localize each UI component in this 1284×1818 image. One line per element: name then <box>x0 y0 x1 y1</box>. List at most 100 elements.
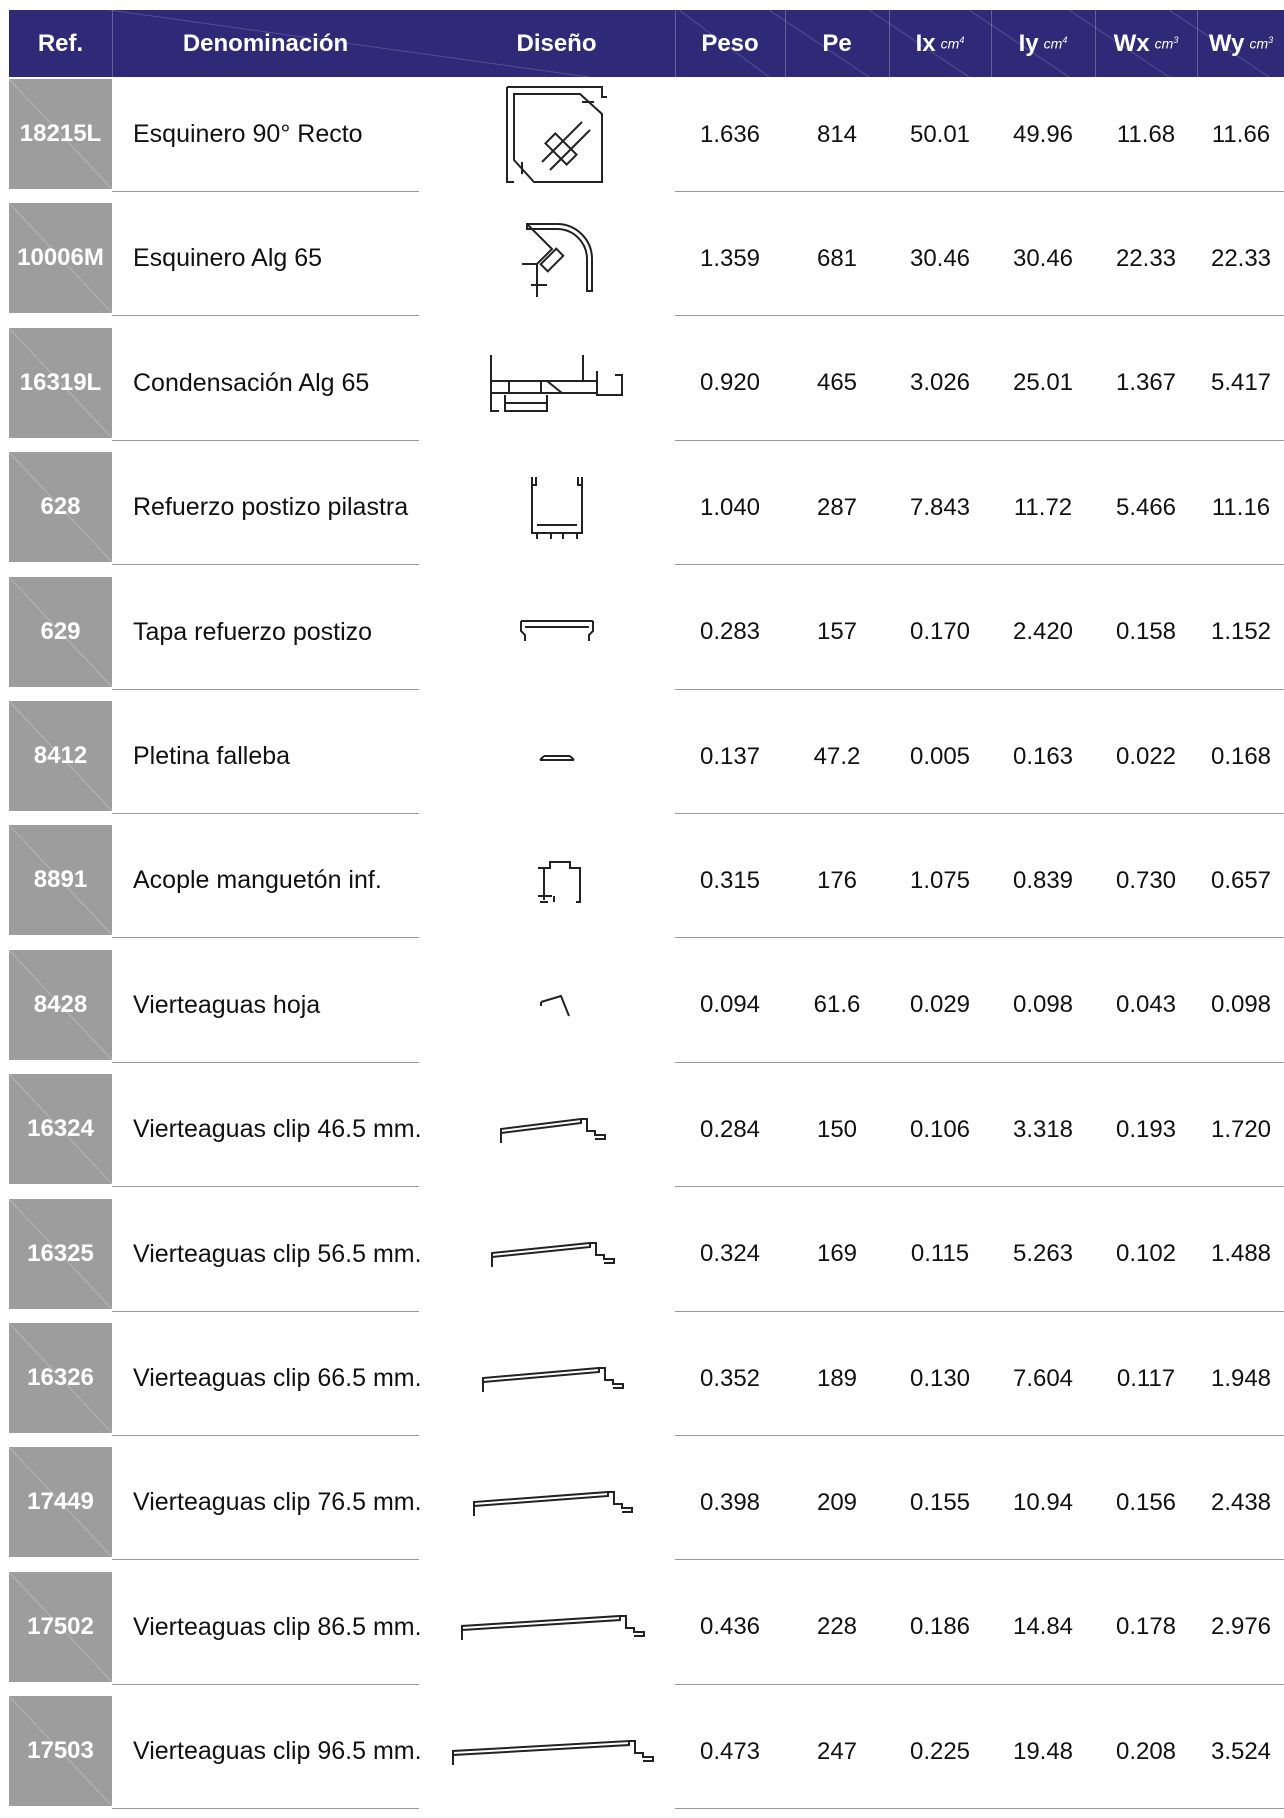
ref-code: 16326 <box>27 1364 94 1391</box>
table-row: 10006M Esquinero Alg 65 1.359 681 30.46 30.46… <box>9 201 1284 325</box>
iy-cell: 0.163 <box>1012 742 1074 770</box>
denominacion-cell: Esquinero 90° Recto <box>133 120 363 148</box>
pe-cell: 157 <box>816 618 858 646</box>
row-divider <box>675 1061 1284 1063</box>
ref-cell: 628 <box>9 452 112 563</box>
header-ref: Ref. <box>37 29 84 57</box>
wy-cell: 22.33 <box>1210 244 1272 272</box>
flat-bar-profile-icon <box>459 699 654 814</box>
wx-cell: 0.102 <box>1115 1240 1177 1268</box>
iy-cell: 7.604 <box>1012 1364 1074 1392</box>
ix-cell: 50.01 <box>909 120 971 148</box>
cover-profile-icon <box>459 575 654 690</box>
pe-cell: 681 <box>816 244 858 272</box>
peso-cell: 1.040 <box>699 493 761 521</box>
coupling-profile-icon <box>459 823 654 938</box>
table-row: 16319L Condensación Alg 65 0.920 465 3.026 25… <box>9 326 1284 450</box>
wy-cell: 1.152 <box>1210 618 1272 646</box>
table-header: Ref. Denominación Diseño Peso Pe Ix cm4 I… <box>9 10 1284 77</box>
wx-cell: 0.730 <box>1115 866 1177 894</box>
ref-code: 8412 <box>33 742 88 769</box>
denominacion-cell: Acople manguetón inf. <box>133 866 382 895</box>
wy-cell: 0.168 <box>1210 742 1272 770</box>
row-divider <box>112 1683 419 1685</box>
wy-cell: 3.524 <box>1210 1737 1272 1765</box>
row-divider <box>675 937 1284 939</box>
ix-cell: 1.075 <box>909 866 971 894</box>
clip-drip-profile-icon <box>459 1570 654 1685</box>
row-divider <box>112 937 419 939</box>
ix-cell: 0.186 <box>909 1613 971 1641</box>
header-denominacion: Denominación <box>182 29 349 57</box>
header-wy: Wy cm3 <box>1208 29 1274 57</box>
sash-drip-profile-icon <box>459 948 654 1063</box>
wx-cell: 11.68 <box>1116 120 1176 148</box>
wy-cell: 2.438 <box>1210 1488 1272 1516</box>
ref-code: 16324 <box>27 1115 94 1143</box>
header-iy: Iy cm4 <box>1018 29 1068 57</box>
denominacion-cell: Pletina falleba <box>133 742 291 770</box>
ref-cell: 16319L <box>9 327 112 438</box>
ref-code: 629 <box>40 617 81 645</box>
row-divider <box>112 315 419 317</box>
table-row: 8412 Pletina falleba 0.137 47.2 0.005 0.163 0.… <box>9 699 1284 823</box>
pe-cell: 189 <box>816 1364 858 1392</box>
table-row: 628 Refuerzo postizo pilastra 1.040 287 7.84… <box>9 450 1284 574</box>
pe-cell: 287 <box>816 493 858 521</box>
wx-cell: 22.33 <box>1115 244 1177 272</box>
peso-cell: 1.359 <box>699 244 761 272</box>
peso-cell: 0.283 <box>699 618 761 646</box>
iy-cell: 25.01 <box>1012 369 1074 397</box>
ref-cell: 8428 <box>9 949 112 1060</box>
ref-cell: 17502 <box>9 1571 112 1682</box>
ix-cell: 3.026 <box>909 369 971 397</box>
peso-cell: 0.352 <box>699 1364 761 1392</box>
row-divider <box>112 564 419 566</box>
peso-cell: 0.324 <box>699 1240 761 1268</box>
ref-code: 628 <box>40 493 81 521</box>
row-divider <box>675 564 1284 566</box>
row-divider <box>112 688 419 690</box>
peso-cell: 0.094 <box>699 991 761 1019</box>
denominacion-cell: Vierteaguas clip 66.5 mm. <box>133 1364 422 1392</box>
wy-cell: 1.948 <box>1210 1364 1272 1392</box>
denominacion-cell: Vierteaguas clip 96.5 mm. <box>133 1737 422 1766</box>
row-divider <box>112 1186 419 1188</box>
clip-drip-profile-icon <box>459 1197 654 1312</box>
ref-code: 8428 <box>33 990 88 1018</box>
wx-cell: 0.043 <box>1115 991 1177 1019</box>
table-row: 17503 Vierteaguas clip 96.5 mm. 0.473 247 0.… <box>9 1694 1284 1818</box>
denominacion-cell: Vierteaguas clip 76.5 mm. <box>133 1488 422 1517</box>
ref-cell: 18215L <box>9 79 112 189</box>
table-row: 629 Tapa refuerzo postizo 0.283 157 0.170 2.4… <box>9 575 1284 699</box>
clip-drip-profile-icon <box>459 1445 654 1560</box>
ref-code: 16325 <box>27 1239 94 1267</box>
pe-cell: 465 <box>816 369 858 397</box>
iy-cell: 0.839 <box>1012 866 1074 894</box>
wy-cell: 5.417 <box>1210 369 1272 397</box>
pe-cell: 228 <box>816 1613 858 1641</box>
ref-code: 10006M <box>17 244 104 272</box>
row-divider <box>112 1808 419 1810</box>
wx-cell: 1.367 <box>1115 369 1177 397</box>
ref-cell: 16325 <box>9 1198 112 1309</box>
header-peso: Peso <box>701 29 759 57</box>
ref-code: 16319L <box>19 368 102 396</box>
peso-cell: 0.398 <box>699 1488 761 1516</box>
table-row: 17449 Vierteaguas clip 76.5 mm. 0.398 209 0.… <box>9 1445 1284 1569</box>
row-divider <box>675 1186 1284 1188</box>
ref-cell: 10006M <box>9 203 112 314</box>
ix-cell: 0.225 <box>909 1737 971 1765</box>
ref-cell: 17449 <box>9 1447 112 1558</box>
wy-cell: 0.098 <box>1210 991 1272 1019</box>
iy-cell: 14.84 <box>1012 1613 1074 1641</box>
row-divider <box>112 439 419 441</box>
peso-cell: 0.920 <box>699 369 761 397</box>
row-divider <box>675 1808 1284 1810</box>
ref-cell: 16324 <box>9 1074 112 1185</box>
ix-cell: 30.46 <box>909 244 971 272</box>
clip-drip-profile-icon <box>459 1321 654 1436</box>
row-divider <box>112 813 419 814</box>
iy-cell: 49.96 <box>1012 120 1074 148</box>
pe-cell: 169 <box>816 1240 858 1268</box>
